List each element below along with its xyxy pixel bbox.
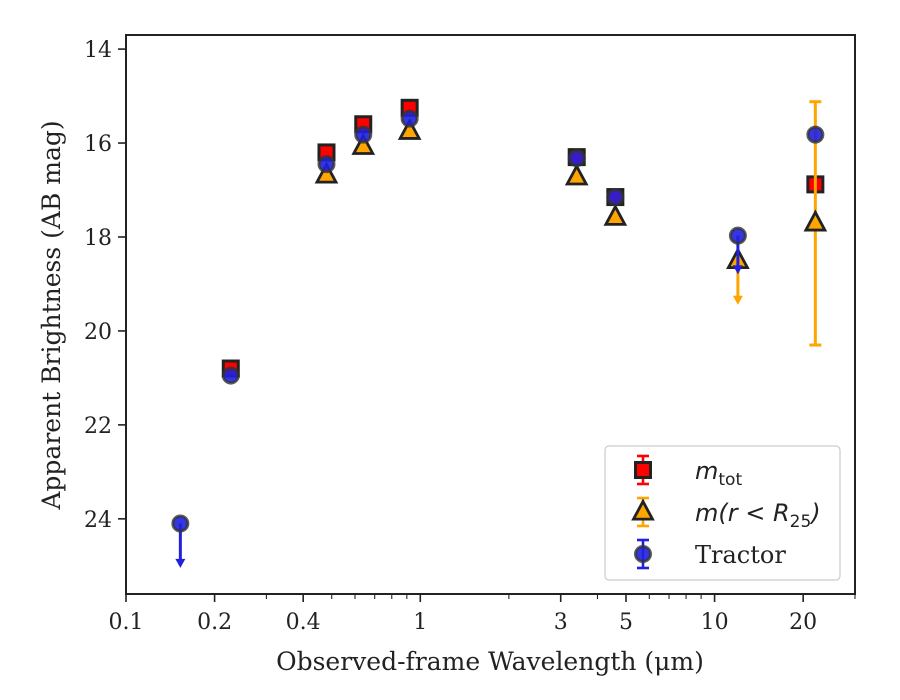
y-axis-label: Apparent Brightness (AB mag) <box>37 120 66 510</box>
data-point <box>603 203 628 226</box>
x-tick-label: 0.1 <box>109 610 144 635</box>
legend-entry-circle: Tractor <box>634 538 786 570</box>
data-point <box>606 188 625 207</box>
data-point <box>354 125 373 144</box>
x-tick-label: 10 <box>701 610 729 635</box>
upper-limit-arrow <box>175 558 186 568</box>
data-point <box>351 132 376 155</box>
data-point <box>397 117 422 140</box>
plot-frame <box>125 34 856 595</box>
data-point <box>567 149 586 168</box>
y-tick-label: 18 <box>84 226 112 251</box>
data-point <box>317 155 336 174</box>
legend-box <box>604 445 841 581</box>
legend-marker <box>634 545 652 563</box>
data-point <box>171 514 190 533</box>
legend-marker <box>634 461 652 479</box>
data-point <box>221 366 240 385</box>
plot-area <box>171 98 828 568</box>
upper-limit-arrow <box>732 295 743 305</box>
y-tick-label: 22 <box>84 414 112 439</box>
data-point <box>806 125 825 144</box>
y-tick-label: 14 <box>84 38 112 63</box>
data-point <box>400 109 419 128</box>
x-tick-label: 1 <box>413 610 427 635</box>
legend-label: m(r < R25) <box>695 499 821 532</box>
series-circle <box>171 109 825 568</box>
x-axis-label: Observed-frame Wavelength (μm) <box>276 647 704 676</box>
legend-label: mtot <box>695 457 742 490</box>
x-tick-label: 0.2 <box>197 610 232 635</box>
y-tick-label: 20 <box>84 320 112 345</box>
legend-marker <box>631 498 655 521</box>
data-point <box>728 226 747 245</box>
legend-entry-triangle: m(r < R25) <box>631 496 821 532</box>
data-point <box>314 161 339 184</box>
data-point <box>564 163 589 186</box>
x-tick-label: 20 <box>789 610 817 635</box>
legend-entry-square: mtot <box>634 454 742 490</box>
data-point <box>803 209 828 232</box>
legend-label: Tractor <box>695 541 786 569</box>
legend: mtot m(r < R25) Tractor <box>604 445 841 581</box>
upper-limit-arrow <box>732 265 743 275</box>
y-tick-label: 16 <box>84 132 112 157</box>
axes: 0.1 0.2 0.4 1 3 5 10 20 14 16 18 20 22 24 <box>84 34 856 635</box>
y-tick-label: 24 <box>84 508 112 533</box>
x-tick-label: 3 <box>554 610 568 635</box>
x-tick-label: 0.4 <box>286 610 321 635</box>
series-triangle <box>314 100 828 347</box>
x-tick-label: 5 <box>619 610 633 635</box>
